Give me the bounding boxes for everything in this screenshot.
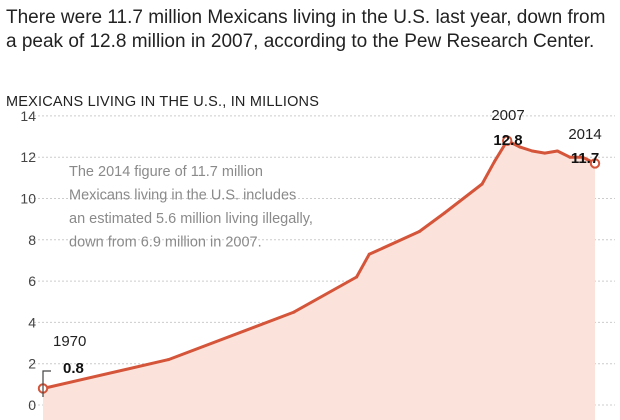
data-point [518, 145, 522, 149]
data-point [493, 159, 497, 163]
y-tick-label: 14 [20, 108, 36, 124]
data-point [555, 149, 559, 153]
area-fill [43, 140, 595, 420]
data-point [580, 155, 584, 159]
note-line: The 2014 figure of 11.7 million [69, 164, 263, 180]
chart-note: The 2014 figure of 11.7 million Mexicans … [69, 164, 313, 251]
highlight-marker [589, 158, 601, 169]
headline: There were 11.7 million Mexicans living … [6, 7, 606, 52]
annotation-year-2014: 2014 [568, 126, 601, 143]
data-point [292, 310, 296, 314]
annotation-value-2007: 12.8 [493, 132, 522, 149]
annotation-value-2014: 11.7 [571, 150, 599, 167]
data-point [442, 211, 446, 215]
note-line: down from 6.9 million in 2007. [69, 235, 262, 251]
data-point [543, 151, 547, 155]
y-tick-label: 10 [20, 191, 36, 207]
data-points [37, 135, 601, 394]
data-point [367, 252, 371, 256]
data-point [480, 182, 484, 186]
data-point [568, 155, 572, 159]
annotation-value-1970: 0.8 [63, 360, 84, 377]
chart-title: MEXICANS LIVING IN THE U.S., IN MILLIONS [6, 94, 320, 110]
note-line: Mexicans living in the U.S. includes [69, 188, 296, 204]
y-tick-label: 8 [28, 232, 36, 248]
data-point [530, 149, 534, 153]
y-tick-label: 12 [20, 149, 36, 165]
data-point [355, 275, 359, 279]
data-point [417, 230, 421, 234]
y-axis-ticks: 0 2 4 6 8 10 12 14 [20, 108, 36, 413]
annotations: 1970 0.8 2007 12.8 2014 11.7 [42, 107, 602, 397]
annotation-year-1970: 1970 [53, 333, 86, 350]
data-point [166, 358, 170, 362]
note-line: an estimated 5.6 million living illegall… [69, 211, 313, 227]
annotation-leader [42, 370, 51, 397]
highlight-marker [501, 135, 513, 146]
y-tick-label: 2 [28, 356, 36, 372]
y-tick-label: 0 [28, 397, 36, 413]
annotation-year-2007: 2007 [491, 107, 524, 124]
y-tick-label: 4 [28, 314, 36, 330]
y-tick-label: 6 [28, 273, 36, 289]
